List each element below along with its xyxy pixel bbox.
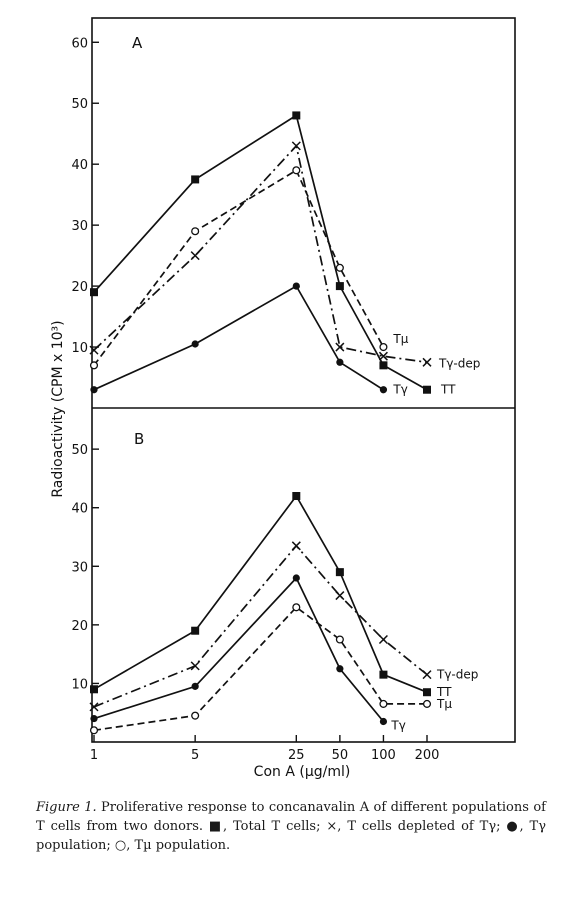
series-label-a-tgamma-dep: Tγ-dep	[438, 356, 480, 370]
point-b-tmu-100	[379, 699, 388, 708]
x-axis-title: Con A (µg/ml)	[254, 764, 351, 780]
point-a-tgamma-dep-5	[190, 251, 200, 261]
point-b-tt-1	[90, 685, 98, 694]
point-b-tt-5	[191, 626, 200, 635]
point-a-tgamma-dep-25	[291, 141, 301, 151]
point-a-tt-200	[423, 385, 431, 394]
point-a-tt-50	[335, 282, 344, 291]
point-b-tgamma-1	[90, 714, 98, 723]
x-tick-label-50: 50	[332, 748, 349, 763]
point-a-tmu-1	[89, 361, 99, 370]
y-axis-title: Radioactivity (CPM x 10³)	[50, 320, 66, 497]
series-line-b-tgamma	[93, 576, 385, 723]
x-tick-label-200: 200	[415, 748, 440, 763]
y-tick-label-b-30: 30	[71, 560, 88, 575]
caption-lead: Figure 1.	[36, 800, 97, 815]
y-tick-label-a-50: 50	[71, 97, 88, 112]
point-a-tgamma-25	[292, 282, 300, 290]
point-b-tmu-1	[89, 726, 99, 735]
point-b-tgamma-5	[191, 682, 199, 690]
point-b-tgamma-dep-25	[291, 541, 301, 551]
series-line-a-tgamma-dep	[93, 144, 428, 364]
point-a-tt-25	[292, 111, 301, 120]
point-a-tt-1	[90, 288, 98, 297]
y-tick-label-b-40: 40	[71, 502, 88, 517]
point-a-tmu-5	[191, 227, 200, 236]
series-line-a-tt	[93, 114, 428, 391]
panel-b: B 10 20 30 40 50 TT Tγ-dep Tµ Tγ	[71, 430, 478, 735]
point-a-tt-5	[191, 175, 200, 184]
series-label-a-tmu: Tµ	[392, 332, 408, 346]
series-line-b-tt	[93, 494, 428, 693]
point-a-tmu-25	[292, 166, 301, 175]
point-b-tgamma-dep-100	[378, 634, 388, 645]
x-tick-label-100: 100	[371, 748, 396, 763]
point-b-tgamma-dep-200	[422, 670, 432, 680]
panel-letter-a: A	[132, 34, 143, 52]
y-tick-label-a-30: 30	[71, 219, 88, 234]
series-label-b-tgamma: Tγ	[390, 719, 405, 733]
point-b-tmu-200	[422, 699, 432, 708]
series-label-b-tt: TT	[436, 685, 452, 699]
y-tick-label-a-40: 40	[71, 158, 88, 173]
y-tick-label-a-60: 60	[71, 36, 88, 51]
point-b-tgamma-dep-5	[190, 661, 200, 671]
x-tick-label-1: 1	[90, 748, 98, 763]
caption-body: Proliferative response to concanavalin A…	[36, 800, 546, 853]
figure-caption: Figure 1. Proliferative response to conc…	[36, 798, 546, 855]
point-a-tgamma-1	[90, 386, 98, 394]
plot-frame	[91, 17, 516, 743]
point-b-tmu-5	[191, 711, 200, 720]
panel-letter-b: B	[134, 430, 144, 448]
point-a-tmu-50	[335, 263, 344, 272]
series-line-b-tgamma-dep	[93, 544, 428, 708]
point-a-tgamma-dep-1	[89, 345, 99, 355]
series-label-a-tt: TT	[440, 383, 456, 397]
x-tick-label-25: 25	[288, 748, 305, 763]
point-b-tgamma-dep-50	[335, 591, 345, 601]
series-label-b-tmu: Tµ	[436, 697, 452, 711]
y-tick-label-a-10: 10	[71, 341, 88, 356]
point-a-tgamma-50	[336, 358, 344, 366]
series-label-b-tgamma-dep: Tγ-dep	[436, 668, 478, 682]
series-label-a-tgamma: Tγ	[392, 383, 407, 397]
panel-a: A 10 20 30 40 50 60 TT Tγ-dep Tµ Tγ	[71, 34, 480, 397]
point-b-tgamma-dep-1	[89, 702, 99, 712]
point-b-tgamma-25	[292, 574, 300, 582]
series-line-a-tgamma	[93, 284, 384, 391]
point-a-tgamma-5	[191, 340, 199, 348]
y-tick-label-b-10: 10	[71, 677, 88, 692]
point-b-tt-25	[292, 492, 301, 500]
point-b-tt-100	[379, 670, 388, 679]
point-b-tgamma-50	[336, 665, 344, 673]
point-a-tgamma-dep-50	[335, 342, 345, 352]
point-a-tt-100	[379, 361, 388, 370]
point-a-tgamma-dep-100	[378, 351, 388, 361]
x-tick-label-5: 5	[191, 748, 199, 763]
y-tick-label-b-20: 20	[71, 619, 88, 634]
point-b-tt-50	[335, 568, 344, 577]
point-a-tgamma-dep-200	[422, 357, 432, 367]
point-a-tmu-100	[379, 342, 388, 352]
y-tick-label-a-20: 20	[71, 280, 88, 295]
series-line-b-tmu	[93, 606, 427, 732]
point-a-tgamma-100	[379, 386, 388, 394]
point-b-tt-200	[423, 688, 431, 697]
outer-frame	[91, 17, 516, 743]
x-axis: 1 5 25 50 100 200	[90, 735, 440, 763]
point-b-tgamma-100	[379, 717, 388, 726]
point-b-tmu-50	[335, 635, 344, 644]
y-tick-label-b-50: 50	[71, 443, 88, 458]
point-b-tmu-25	[292, 603, 301, 612]
